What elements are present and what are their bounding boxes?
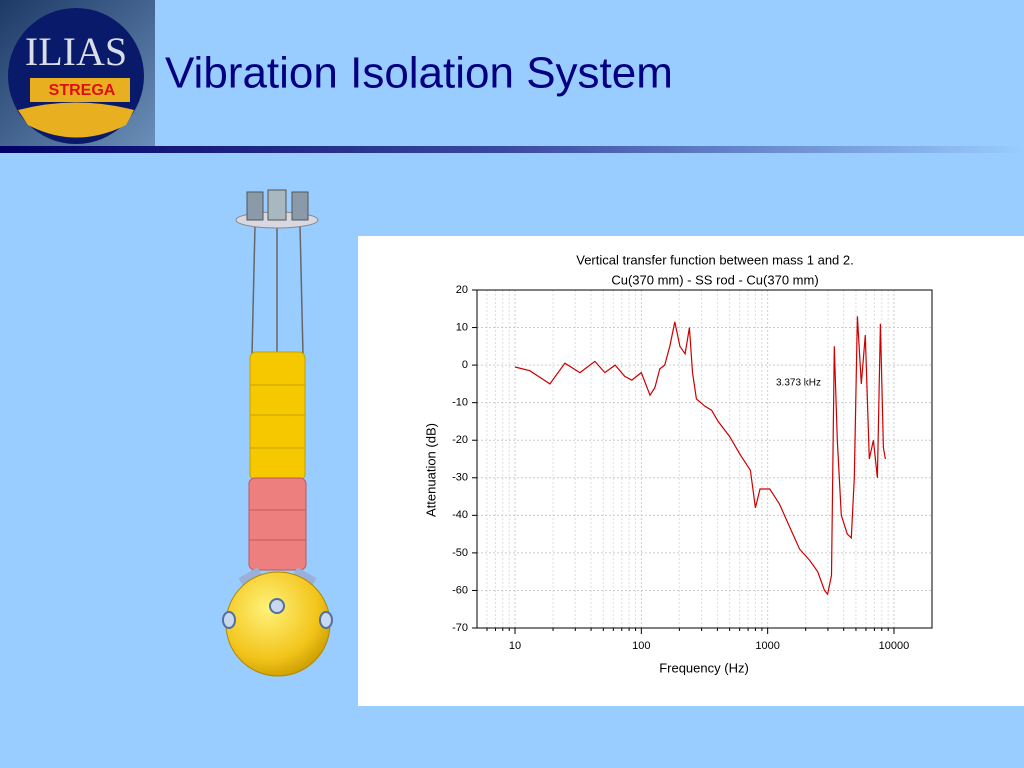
x-tick-label: 1000 [755, 640, 779, 652]
y-tick-label: 0 [462, 359, 468, 371]
slide-title: Vibration Isolation System [165, 49, 673, 98]
x-tick-label: 10 [509, 640, 521, 652]
chart-subtitle: Cu(370 mm) - SS rod - Cu(370 mm) [611, 272, 818, 287]
chart-title: Vertical transfer function between mass … [576, 252, 854, 267]
annotation: 3.373 kHz [776, 378, 821, 389]
y-tick-label: 10 [456, 321, 468, 333]
y-tick-label: -30 [452, 472, 468, 484]
y-tick-label: -60 [452, 584, 468, 596]
plot-frame [476, 289, 933, 629]
y-tick-label: 20 [456, 284, 468, 296]
logo-text: ILIAS [25, 29, 127, 74]
data-line [514, 316, 886, 596]
header-rule [0, 146, 1024, 153]
y-tick-label: -40 [452, 509, 468, 521]
plot: -70 -60 -50 -40 -30 -20 -10 0 10 20 10 100 1000 10000 [452, 284, 933, 652]
logo: ILIAS STREGA [0, 0, 155, 147]
y-tick-label: -70 [452, 622, 468, 634]
pendulum-illustration [222, 189, 333, 677]
x-tick-label: 10000 [879, 640, 910, 652]
y-axis-label: Attenuation (dB) [423, 423, 438, 517]
y-tick-label: -20 [452, 434, 468, 446]
x-tick-label: 100 [632, 640, 650, 652]
y-tick-label: -50 [452, 547, 468, 559]
logo-subtext: STREGA [49, 82, 116, 99]
x-axis-label: Frequency (Hz) [659, 660, 749, 675]
y-tick-label: -10 [452, 397, 468, 409]
